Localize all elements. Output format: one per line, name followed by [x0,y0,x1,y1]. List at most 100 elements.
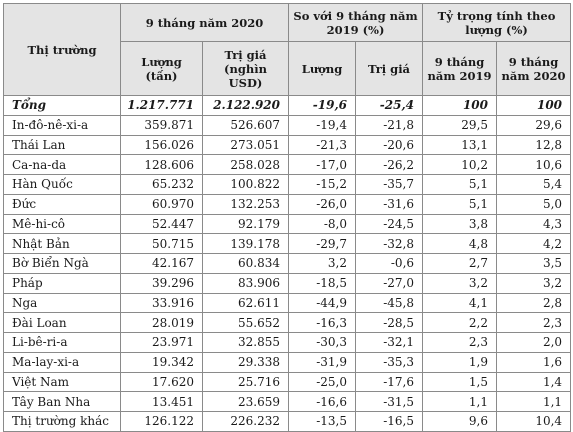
cell-volume: 13.451 [120,391,203,412]
cell-cmp-volume: -16,6 [288,391,356,412]
cell-market: Tổng [3,95,121,116]
cell-market: Đài Loan [3,312,121,333]
table-row: Đài Loan 28.019 55.652 -16,3 -28,5 2,2 2,3 [3,312,572,333]
cell-share-2019: 3,8 [422,213,498,235]
cell-cmp-value: -0,6 [354,253,424,274]
header-cmp-value: Trị giá [354,41,424,96]
cell-volume: 60.970 [120,193,203,215]
cell-volume: 128.606 [120,154,203,175]
cell-volume: 1.217.771 [120,95,203,116]
cell-value: 526.607 [202,114,289,136]
cell-share-2020: 100 [496,95,572,116]
cell-volume: 28.019 [120,312,203,333]
cell-cmp-volume: -25,0 [288,371,356,393]
cell-cmp-value: -45,8 [354,292,424,314]
table-row: Mê-hi-cô 52.447 92.179 -8,0 -24,5 3,8 4,3 [3,213,572,235]
cell-cmp-value: -35,7 [354,174,424,195]
table-row: In-đô-nê-xi-a 359.871 526.607 -19,4 -21,8 29,… [3,114,572,136]
cell-value: 273.051 [202,134,289,156]
cell-market: Việt Nam [3,371,121,393]
cell-value: 83.906 [202,272,289,294]
cell-share-2020: 1,4 [496,371,572,393]
cell-share-2020: 4,3 [496,213,572,235]
cell-cmp-volume: -26,0 [288,193,356,215]
header-share-2020: 9 tháng năm 2020 [496,41,572,96]
cell-value: 55.652 [202,312,289,333]
cell-cmp-volume: -18,5 [288,272,356,294]
cell-share-2020: 3,2 [496,272,572,294]
table-body: Tổng 1.217.771 2.122.920 -19,6 -25,4 100 100 In… [3,95,572,432]
cell-share-2020: 1,1 [496,391,572,412]
cell-value: 62.611 [202,292,289,314]
cell-share-2020: 3,5 [496,253,572,274]
cell-share-2020: 10,4 [496,411,572,432]
table-row: Đức 60.970 132.253 -26,0 -31,6 5,1 5,0 [3,193,572,215]
table-row: Pháp 39.296 83.906 -18,5 -27,0 3,2 3,2 [3,272,572,294]
cell-volume: 359.871 [120,114,203,136]
cell-cmp-volume: -44,9 [288,292,356,314]
cell-cmp-value: -28,5 [354,312,424,333]
table-row: Hàn Quốc 65.232 100.822 -15,2 -35,7 5,1 5,4 [3,174,572,195]
cell-cmp-value: -20,6 [354,134,424,156]
table-row: Ca-na-da 128.606 258.028 -17,0 -26,2 10,2 10,6 [3,154,572,175]
cell-cmp-volume: -13,5 [288,411,356,432]
cell-cmp-value: -26,2 [354,154,424,175]
cell-volume: 126.122 [120,411,203,432]
cell-share-2019: 5,1 [422,193,498,215]
cell-volume: 33.916 [120,292,203,314]
cell-share-2019: 2,2 [422,312,498,333]
cell-cmp-value: -35,3 [354,351,424,373]
cell-volume: 23.971 [120,332,203,353]
cell-share-2019: 100 [422,95,498,116]
cell-cmp-volume: -17,0 [288,154,356,175]
header-value: Trị giá (nghìn USD) [202,41,289,96]
cell-cmp-value: -25,4 [354,95,424,116]
cell-share-2019: 2,7 [422,253,498,274]
cell-volume: 17.620 [120,371,203,393]
cell-cmp-value: -21,8 [354,114,424,136]
cell-market: Pháp [3,272,121,294]
table-row: Việt Nam 17.620 25.716 -25,0 -17,6 1,5 1,4 [3,371,572,393]
cell-cmp-value: -32,8 [354,233,424,254]
header-volume: Lượng (tấn) [120,41,203,96]
header-group-compare: So với 9 tháng năm 2019 (%) [287,3,424,42]
cell-value: 226.232 [202,411,289,432]
cell-volume: 65.232 [120,174,203,195]
cell-value: 25.716 [202,371,289,393]
cell-cmp-volume: -29,7 [288,233,356,254]
cell-cmp-volume: -16,3 [288,312,356,333]
cell-value: 139.178 [202,233,289,254]
cell-share-2019: 10,2 [422,154,498,175]
cell-share-2020: 2,8 [496,292,572,314]
table-row: Li-bê-ri-a 23.971 32.855 -30,3 -32,1 2,3 2,0 [3,332,572,353]
cell-market: Thái Lan [3,134,121,156]
header-market: Thị trường [3,3,121,96]
cell-share-2019: 4,8 [422,233,498,254]
cell-share-2019: 5,1 [422,174,498,195]
cell-share-2020: 4,2 [496,233,572,254]
cell-share-2020: 29,6 [496,114,572,136]
cell-volume: 52.447 [120,213,203,235]
cell-share-2020: 2,0 [496,332,572,353]
cell-market: Mê-hi-cô [3,213,121,235]
cell-market: Nhật Bản [3,233,121,254]
header-share-2019: 9 tháng năm 2019 [422,41,498,96]
cell-cmp-value: -27,0 [354,272,424,294]
cell-market: Đức [3,193,121,215]
cell-share-2019: 13,1 [422,134,498,156]
cell-market: Bờ Biển Ngà [3,253,121,274]
cell-value: 258.028 [202,154,289,175]
table-row: Bờ Biển Ngà 42.167 60.834 3,2 -0,6 2,7 3,5 [3,253,572,274]
header-group-2020: 9 tháng năm 2020 [120,3,289,42]
cell-cmp-volume: 3,2 [288,253,356,274]
cell-value: 100.822 [202,174,289,195]
cell-market: Ma-lay-xi-a [3,351,121,373]
cell-value: 132.253 [202,193,289,215]
cell-share-2020: 5,0 [496,193,572,215]
cell-market: Nga [3,292,121,314]
cell-share-2020: 10,6 [496,154,572,175]
cell-cmp-value: -17,6 [354,371,424,393]
cell-value: 2.122.920 [202,95,289,116]
cell-value: 23.659 [202,391,289,412]
cell-cmp-value: -24,5 [354,213,424,235]
